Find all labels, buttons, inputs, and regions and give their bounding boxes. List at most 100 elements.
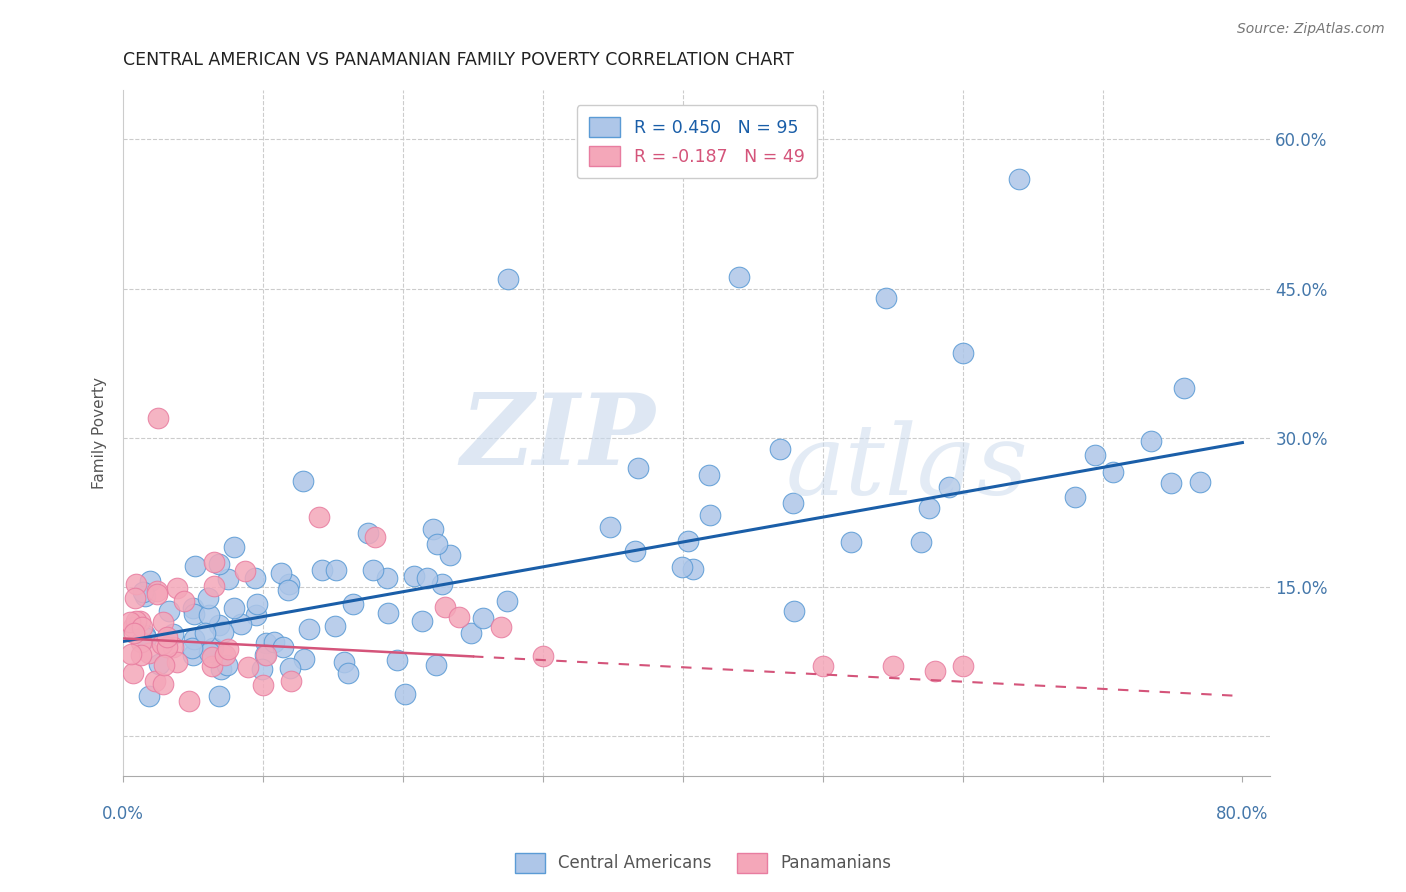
- Point: [208, 618, 231, 632]
- Point: [882, 659, 904, 673]
- Point: [139, 574, 162, 588]
- Point: [489, 619, 512, 633]
- Text: ZIP: ZIP: [460, 390, 655, 486]
- Point: [150, 636, 173, 650]
- Point: [181, 640, 204, 655]
- Text: CENTRAL AMERICAN VS PANAMANIAN FAMILY POVERTY CORRELATION CHART: CENTRAL AMERICAN VS PANAMANIAN FAMILY PO…: [124, 51, 794, 69]
- Point: [1101, 466, 1123, 480]
- Point: [134, 628, 156, 642]
- Point: [422, 522, 444, 536]
- Point: [125, 614, 148, 628]
- Point: [157, 604, 180, 618]
- Point: [364, 530, 387, 544]
- Point: [152, 615, 174, 629]
- Point: [254, 648, 277, 662]
- Point: [1189, 475, 1212, 490]
- Point: [1063, 490, 1085, 504]
- Point: [138, 646, 160, 660]
- Point: [145, 587, 167, 601]
- Point: [214, 648, 236, 662]
- Point: [782, 496, 804, 510]
- Point: [122, 625, 145, 640]
- Y-axis label: Family Poverty: Family Poverty: [93, 376, 107, 489]
- Point: [128, 614, 150, 628]
- Point: [496, 271, 519, 285]
- Point: [277, 583, 299, 598]
- Point: [699, 467, 721, 482]
- Point: [342, 597, 364, 611]
- Point: [875, 292, 897, 306]
- Point: [246, 597, 269, 611]
- Point: [194, 626, 217, 640]
- Point: [138, 689, 160, 703]
- Point: [411, 614, 433, 628]
- Point: [148, 657, 170, 672]
- Point: [217, 572, 239, 586]
- Point: [197, 591, 219, 605]
- Point: [245, 608, 267, 623]
- Point: [208, 557, 231, 571]
- Point: [298, 622, 321, 636]
- Point: [202, 641, 225, 656]
- Point: [292, 651, 315, 665]
- Point: [197, 607, 219, 622]
- Point: [183, 632, 205, 646]
- Point: [201, 659, 224, 673]
- Point: [1084, 448, 1107, 462]
- Point: [121, 666, 143, 681]
- Point: [924, 665, 946, 679]
- Point: [152, 677, 174, 691]
- Point: [918, 500, 941, 515]
- Point: [156, 630, 179, 644]
- Point: [181, 648, 204, 662]
- Point: [166, 656, 188, 670]
- Point: [910, 535, 932, 549]
- Point: [678, 533, 700, 548]
- Point: [243, 572, 266, 586]
- Point: [201, 650, 224, 665]
- Point: [183, 607, 205, 621]
- Text: 0.0%: 0.0%: [103, 805, 145, 823]
- Point: [430, 577, 453, 591]
- Point: [233, 564, 256, 578]
- Point: [124, 591, 146, 605]
- Point: [256, 636, 278, 650]
- Point: [472, 611, 495, 625]
- Point: [156, 640, 179, 654]
- Point: [278, 661, 301, 675]
- Point: [375, 571, 398, 585]
- Point: [166, 582, 188, 596]
- Point: [727, 269, 749, 284]
- Point: [153, 658, 176, 673]
- Point: [325, 619, 347, 633]
- Legend: Central Americans, Panamanians: Central Americans, Panamanians: [508, 847, 898, 880]
- Text: 80.0%: 80.0%: [1216, 805, 1268, 823]
- Point: [425, 657, 447, 672]
- Point: [208, 689, 231, 703]
- Point: [1007, 172, 1029, 186]
- Point: [280, 673, 302, 688]
- Point: [252, 678, 274, 692]
- Point: [120, 615, 142, 629]
- Point: [495, 594, 517, 608]
- Point: [129, 635, 152, 649]
- Text: atlas: atlas: [786, 420, 1028, 515]
- Legend: R = 0.450   N = 95, R = -0.187   N = 49: R = 0.450 N = 95, R = -0.187 N = 49: [576, 105, 817, 178]
- Point: [460, 626, 482, 640]
- Point: [229, 617, 252, 632]
- Point: [769, 442, 792, 457]
- Point: [394, 687, 416, 701]
- Point: [952, 346, 974, 360]
- Point: [121, 620, 143, 634]
- Point: [271, 640, 294, 655]
- Point: [202, 555, 225, 569]
- Point: [162, 627, 184, 641]
- Point: [531, 649, 554, 664]
- Point: [1173, 381, 1195, 395]
- Point: [278, 576, 301, 591]
- Point: [253, 648, 276, 662]
- Point: [211, 624, 233, 639]
- Point: [184, 559, 207, 574]
- Point: [311, 563, 333, 577]
- Point: [148, 410, 170, 425]
